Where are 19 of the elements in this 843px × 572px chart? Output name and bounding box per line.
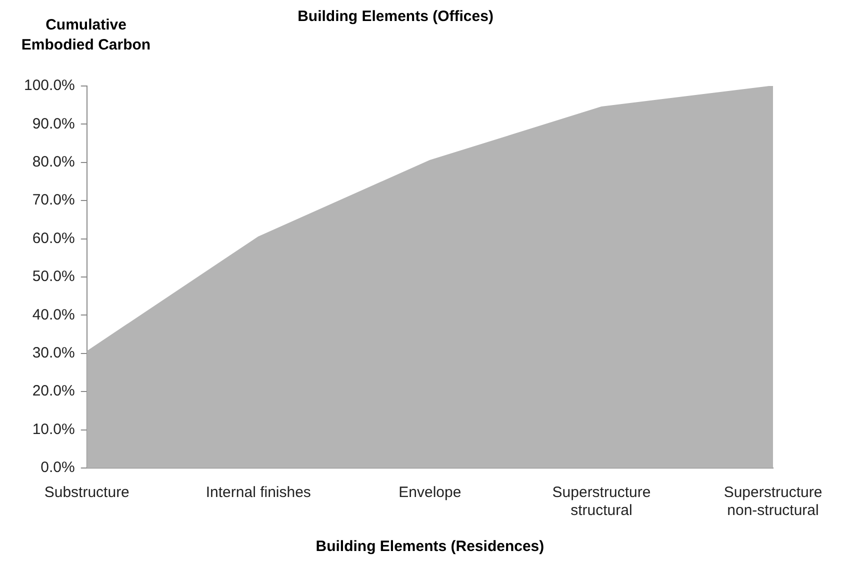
y-axis-title: Cumulative Embodied Carbon [21,16,151,54]
x-tick-label: Substructure [44,484,130,502]
y-tick-label: 60.0% [32,230,75,247]
y-tick-label: 90.0% [32,115,75,132]
y-tick-label: 100.0% [24,77,75,94]
y-tick-label: 70.0% [32,192,75,209]
y-tick-label: 0.0% [40,459,75,476]
y-tick-label: 40.0% [32,306,75,324]
x-tick-label: Superstructure non-structural [724,484,822,520]
y-tick-label: 30.0% [32,344,75,362]
x-tick-label: Superstructure structural [552,484,651,520]
y-tick-label: 20.0% [32,382,75,400]
x-axis-title: Building Elements (Residences) [316,538,544,556]
y-tick-label: 80.0% [32,154,75,171]
chart-title: Building Elements (Offices) [298,8,494,26]
y-tick-label: 10.0% [32,420,75,438]
y-tick-label: 50.0% [32,268,75,286]
x-tick-label: Envelope [398,484,462,502]
x-tick-label: Internal finishes [206,484,311,502]
